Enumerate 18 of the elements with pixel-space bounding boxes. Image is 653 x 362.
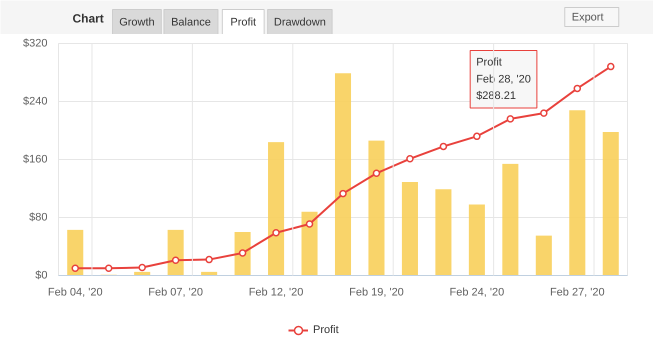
text: Export bbox=[572, 12, 604, 24]
y-tick-label: $80 bbox=[29, 212, 48, 224]
text: Growth bbox=[119, 16, 155, 28]
y-tick-label: $240 bbox=[23, 96, 48, 108]
x-tick-label: Feb 27, '20 bbox=[550, 286, 605, 298]
x-tick-label: Feb 07, '20 bbox=[148, 286, 204, 298]
y-tick-label: $160 bbox=[23, 154, 48, 166]
chart-title: Chart bbox=[72, 12, 104, 26]
text: Balance bbox=[171, 16, 211, 28]
x-tick-label: Feb 24, '20 bbox=[450, 286, 504, 298]
x-tick-label: Feb 12, '20 bbox=[248, 286, 304, 298]
x-tick-label: Feb 19, '20 bbox=[349, 286, 404, 298]
y-tick-label: $0 bbox=[35, 270, 48, 282]
x-tick-label: Feb 04, '20 bbox=[48, 286, 103, 298]
y-tick-label: $320 bbox=[23, 38, 48, 50]
legend-label: Profit bbox=[313, 324, 339, 336]
text: Profit bbox=[230, 16, 256, 28]
text: Drawdown bbox=[274, 16, 326, 28]
